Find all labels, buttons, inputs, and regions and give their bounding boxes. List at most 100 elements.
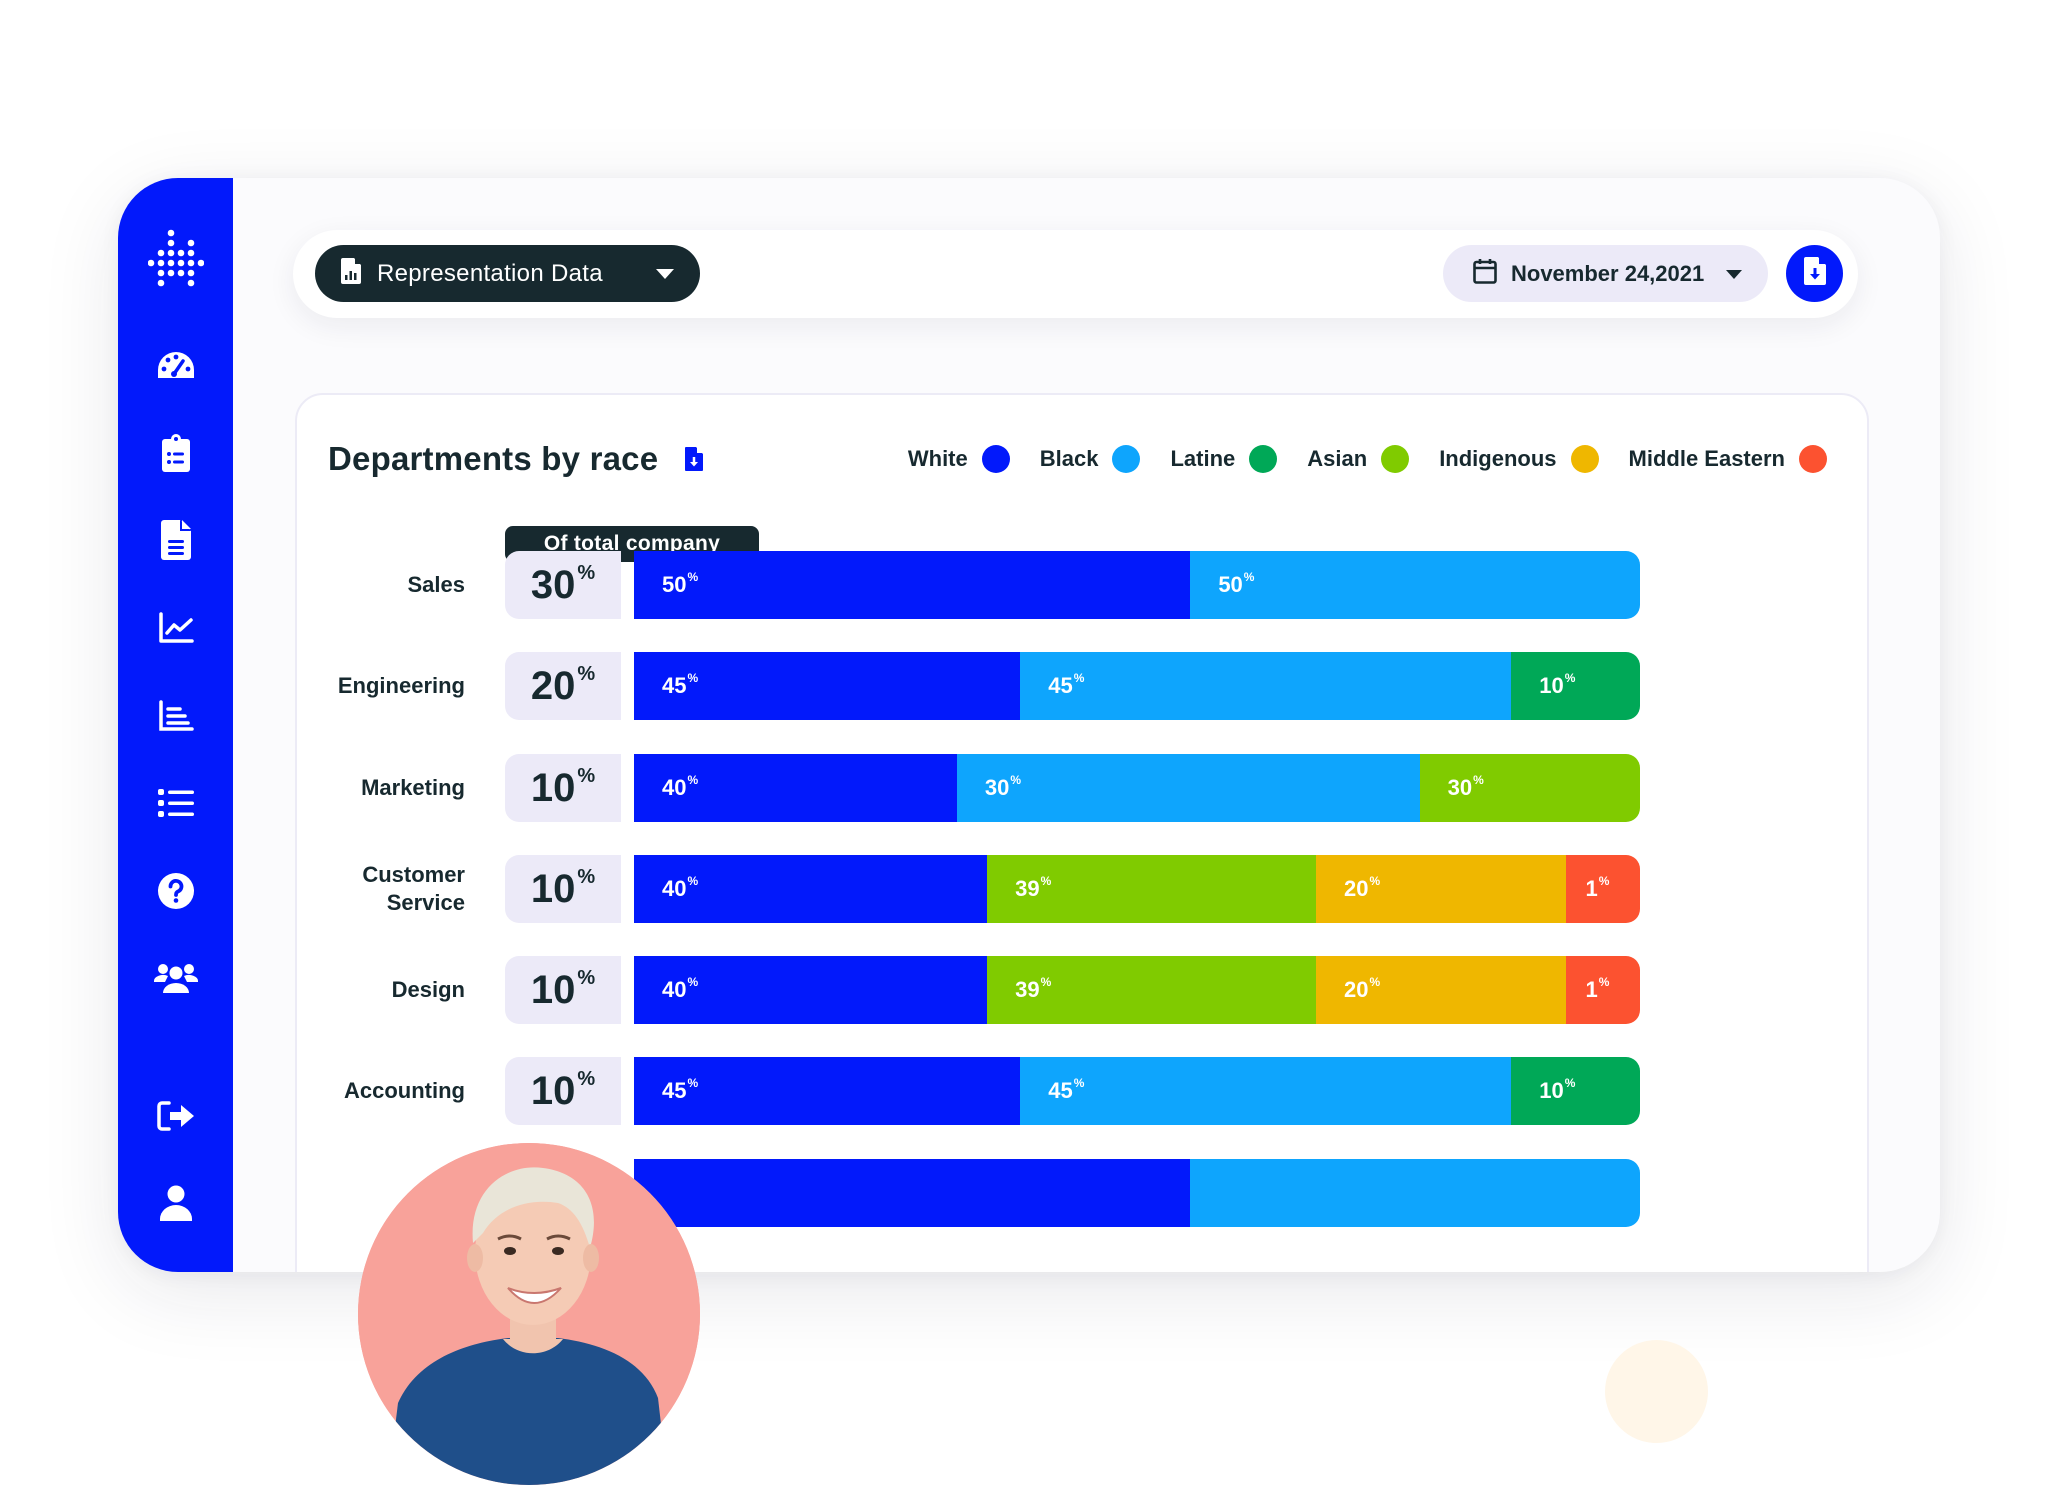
sidebar	[118, 178, 233, 1272]
department-label: Engineering	[337, 673, 465, 698]
chart-row: Sales 30% 50% 50%	[297, 551, 1867, 619]
stacked-bar[interactable]: 45% 45% 10%	[634, 652, 1640, 720]
chart-legend: White Black Latine Asian Indigenous Middle Ea…	[878, 445, 1827, 473]
departments-by-race-chart-card: Departments by race White Black Latine Asia…	[295, 393, 1869, 1272]
date-picker-dropdown[interactable]: November 24,2021	[1443, 245, 1768, 302]
chart-row: Engineering 20% 45% 45% 10%	[297, 652, 1867, 720]
percent-sign: %	[577, 561, 596, 584]
legend-item: Asian	[1307, 445, 1410, 473]
bar-segment-black[interactable]: 50%	[1190, 551, 1640, 619]
bar-segment-indigenous[interactable]: 20%	[1316, 956, 1566, 1024]
bar-segment-white[interactable]: 40%	[634, 754, 957, 822]
legend-label: Indigenous	[1439, 446, 1557, 471]
percent-sign: %	[1369, 975, 1381, 989]
segment-value: 50	[662, 572, 687, 597]
segment-value: 30	[1447, 775, 1473, 800]
legend-swatch-icon	[1570, 445, 1599, 473]
of-total-percentage: 10%	[505, 855, 621, 923]
department-label: Customer Service	[362, 862, 465, 915]
bar-segment-indigenous[interactable]: 20%	[1316, 855, 1566, 923]
bar-segment-white[interactable]: 45%	[634, 1057, 1021, 1125]
stacked-bar[interactable]: 50% 50%	[634, 551, 1640, 619]
bar-segment-white[interactable]: 45%	[634, 652, 1021, 720]
stacked-bar[interactable]: 40% 30% 30%	[634, 754, 1640, 822]
file-download-icon[interactable]	[685, 447, 703, 476]
report-type-dropdown[interactable]: Representation Data	[315, 245, 700, 302]
segment-value: 40	[662, 775, 687, 800]
bar-segment-black[interactable]: 45%	[1020, 1057, 1512, 1125]
percent-sign: %	[687, 671, 699, 685]
clipboard-list-icon[interactable]	[118, 428, 233, 478]
of-total-percentage: 20%	[505, 652, 621, 720]
stacked-bar[interactable]: 40% 39% 20% 1%	[634, 855, 1640, 923]
bar-segment-white[interactable]	[634, 1159, 1191, 1227]
legend-item: Middle Eastern	[1629, 445, 1827, 473]
bar-segment-latine[interactable]: 10%	[1511, 1057, 1640, 1125]
bar-segment-black[interactable]: 30%	[956, 754, 1420, 822]
bar-segment-black[interactable]: 45%	[1020, 652, 1512, 720]
bar-segment-white[interactable]: 40%	[634, 956, 988, 1024]
segment-value: 10	[1539, 1078, 1564, 1103]
app-window: Representation Data November 24,2021	[118, 178, 1940, 1272]
users-icon[interactable]	[118, 953, 233, 1003]
legend-item: Latine	[1170, 445, 1278, 473]
download-report-button[interactable]	[1786, 245, 1843, 302]
of-total-percentage: 30%	[505, 551, 621, 619]
chart-title: Departments by race	[328, 440, 659, 477]
stacked-bar[interactable]: 45% 45% 10%	[634, 1057, 1640, 1125]
segment-value: 50	[1218, 572, 1243, 597]
percent-sign: %	[1369, 874, 1381, 888]
stacked-bar[interactable]: 40% 39% 20% 1%	[634, 956, 1640, 1024]
chart-row: Accounting 10% 45% 45% 10%	[297, 1057, 1867, 1125]
dot-grid-logo-icon[interactable]	[118, 223, 233, 293]
percent-sign: %	[1040, 975, 1052, 989]
bar-segment-asian[interactable]: 30%	[1419, 754, 1640, 822]
percent-sign: %	[577, 1067, 596, 1090]
chevron-down-icon	[656, 269, 674, 279]
dashboard-gauge-icon[interactable]	[118, 340, 233, 390]
document-icon[interactable]	[118, 515, 233, 565]
legend-swatch-icon	[1249, 445, 1278, 473]
file-download-icon	[1803, 257, 1826, 290]
segment-value: 1	[1585, 876, 1598, 901]
legend-item: Indigenous	[1439, 445, 1599, 473]
percent-sign: %	[1564, 1076, 1576, 1090]
bar-segment-latine[interactable]: 10%	[1511, 652, 1640, 720]
legend-item: Black	[1040, 445, 1141, 473]
legend-label: Asian	[1307, 446, 1368, 471]
bar-segment-black[interactable]	[1190, 1159, 1640, 1227]
stacked-bar[interactable]	[634, 1159, 1640, 1227]
bar-segment-middle-eastern[interactable]: 1%	[1565, 855, 1640, 923]
percent-sign: %	[1040, 874, 1052, 888]
segment-value: 39	[1015, 977, 1040, 1002]
help-icon[interactable]	[118, 866, 233, 916]
bar-segment-asian[interactable]: 39%	[987, 956, 1317, 1024]
department-label: Design	[391, 977, 465, 1002]
department-label: Accounting	[344, 1078, 465, 1103]
percent-sign: %	[1073, 1076, 1085, 1090]
chart-row: Marketing 10% 40% 30% 30%	[297, 754, 1867, 822]
bar-segment-middle-eastern[interactable]: 1%	[1565, 956, 1640, 1024]
toolbar: Representation Data November 24,2021	[293, 230, 1858, 318]
segment-value: 20	[1344, 977, 1369, 1002]
of-total-percentage: 10%	[505, 1057, 621, 1125]
bar-chart-icon[interactable]	[118, 691, 233, 741]
legend-label: White	[907, 446, 968, 471]
list-icon[interactable]	[118, 778, 233, 828]
bar-segment-asian[interactable]: 39%	[987, 855, 1317, 923]
legend-label: Black	[1039, 446, 1099, 471]
of-total-percentage: 10%	[505, 754, 621, 822]
logout-icon[interactable]	[118, 1091, 233, 1141]
calendar-icon	[1473, 258, 1497, 289]
chevron-down-icon	[1726, 270, 1742, 279]
bar-segment-white[interactable]: 50%	[634, 551, 1191, 619]
user-icon[interactable]	[118, 1178, 233, 1228]
legend-swatch-icon	[1799, 445, 1827, 473]
percent-sign: %	[687, 975, 699, 989]
date-label: November 24,2021	[1511, 260, 1705, 286]
bar-segment-white[interactable]: 40%	[634, 855, 988, 923]
percentage-value: 10	[530, 967, 576, 1012]
legend-swatch-icon	[981, 445, 1010, 473]
line-chart-icon[interactable]	[118, 603, 233, 653]
percent-sign: %	[1598, 975, 1610, 989]
